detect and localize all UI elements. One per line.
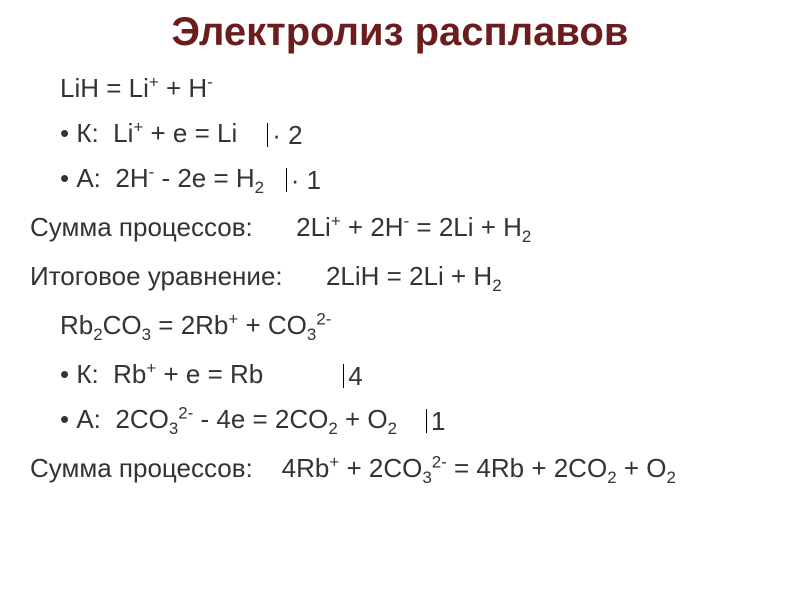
- eq2-anode: А: 2CO32- - 4e = 2CO2 + O2 1: [30, 402, 770, 441]
- eq2-sum: Сумма процессов: 4Rb+ + 2CO32- = 4Rb + 2…: [30, 451, 770, 490]
- eq2-dissociation: Rb2CO3 = 2Rb+ + CO32-: [30, 308, 770, 347]
- eq1-cathode: К: Li+ + e = Li· 2: [30, 116, 770, 151]
- eq1-dissociation: LiH = Li+ + H-: [30, 71, 770, 106]
- eq1-final: Итоговое уравнение: 2LiH = 2Li + H2: [30, 259, 770, 298]
- eq1-sum: Сумма процессов: 2Li+ + 2H- = 2Li + H2: [30, 210, 770, 249]
- eq1-anode: А: 2H- - 2e = H2 · 1: [30, 161, 770, 200]
- slide-title: Электролиз расплавов: [30, 10, 770, 55]
- eq2-cathode: К: Rb+ + e = Rb4: [30, 357, 770, 392]
